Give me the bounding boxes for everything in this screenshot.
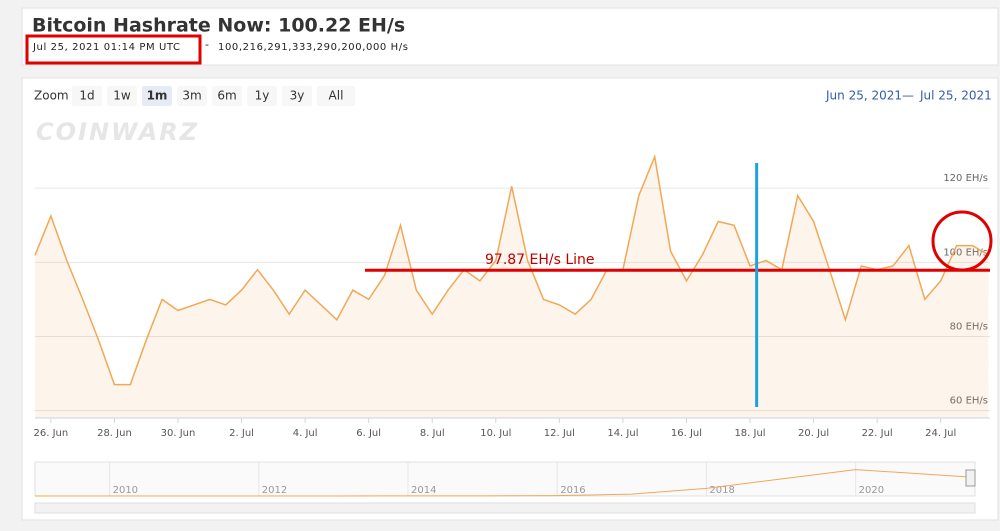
- highlight-box: [25, 34, 202, 65]
- zoom-button[interactable]: [212, 86, 242, 106]
- x-tick-label: 6. Jul: [356, 428, 381, 439]
- navigator: [34, 461, 976, 497]
- zoom-button-label: 1m: [147, 89, 168, 103]
- zoom-button[interactable]: [247, 86, 277, 106]
- y-tick-label: 120 EH/s: [943, 173, 988, 184]
- x-tick-label: 20. Jul: [798, 428, 829, 439]
- navigator-handle[interactable]: [965, 469, 976, 487]
- zoom-button[interactable]: [72, 86, 102, 106]
- zoom-button[interactable]: [317, 86, 355, 106]
- y-tick-label: 80 EH/s: [950, 321, 988, 332]
- navigator-tick-label: 2016: [560, 485, 585, 496]
- x-tick-label: 24. Jul: [925, 428, 956, 439]
- range-to: Jul 25, 2021: [919, 89, 992, 103]
- chart-panel: [21, 77, 999, 521]
- x-tick-label: 8. Jul: [420, 428, 445, 439]
- range-from: Jun 25, 2021: [825, 89, 902, 103]
- highlight-circle: [931, 210, 993, 272]
- zoom-button-label: 1w: [113, 89, 131, 103]
- hashrate: 100,216,291,333,290,200,000 H/s: [218, 42, 409, 53]
- x-tick-label: 10. Jul: [480, 428, 511, 439]
- navigator-tick-label: 2014: [411, 485, 436, 496]
- zoom-button[interactable]: [282, 86, 312, 106]
- x-tick-label: 22. Jul: [862, 428, 893, 439]
- navigator-tick-label: 2010: [113, 485, 138, 496]
- x-tick-label: 2. Jul: [229, 428, 254, 439]
- zoom-button-label: 1y: [255, 89, 270, 103]
- page-title: Bitcoin Hashrate Now: 100.22 EH/s: [32, 15, 405, 37]
- zoom-button-label: 1d: [79, 89, 94, 103]
- watermark: COINWARZ: [36, 118, 199, 146]
- y-tick-label: 60 EH/s: [950, 396, 988, 407]
- x-tick-label: 14. Jul: [607, 428, 638, 439]
- reference-label: 97.87 EH/s Line: [485, 252, 595, 268]
- zoom-label: Zoom: [34, 89, 69, 103]
- range-sep: —: [902, 89, 914, 103]
- x-tick-label: 28. Jun: [97, 428, 132, 439]
- navigator-line: [35, 469, 972, 497]
- plot: 1d 1w 1m 3m 6m 1y 3y All 60 EH/s 80 EH/s 100 EH/s 1…: [34, 86, 990, 514]
- x-tick-label: 12. Jul: [544, 428, 575, 439]
- separator: -: [205, 38, 209, 51]
- zoom-button[interactable]: [107, 86, 137, 106]
- x-tick-label: 18. Jul: [734, 428, 765, 439]
- area: [35, 156, 989, 418]
- scrollbar[interactable]: [34, 502, 976, 514]
- zoom-button[interactable]: [142, 86, 172, 106]
- navigator-tick-label: 2018: [709, 485, 734, 496]
- navigator-tick-label: 2020: [859, 485, 884, 496]
- zoom-button[interactable]: [177, 86, 207, 106]
- navigator-tick-label: 2012: [262, 485, 287, 496]
- x-tick-label: 30. Jun: [161, 428, 196, 439]
- y-tick-label: 100 EH/s: [943, 247, 988, 258]
- x-tick-label: 4. Jul: [293, 428, 318, 439]
- timestamp: Jul 25, 2021 01:14 PM UTC: [32, 42, 181, 53]
- zoom-button-label: All: [329, 89, 344, 103]
- x-tick-label: 16. Jul: [671, 428, 702, 439]
- zoom-button-label: 3m: [182, 89, 201, 103]
- zoom-button-label: 6m: [217, 89, 236, 103]
- x-tick-label: 26. Jun: [34, 428, 69, 439]
- zoom-button-label: 3y: [290, 89, 305, 103]
